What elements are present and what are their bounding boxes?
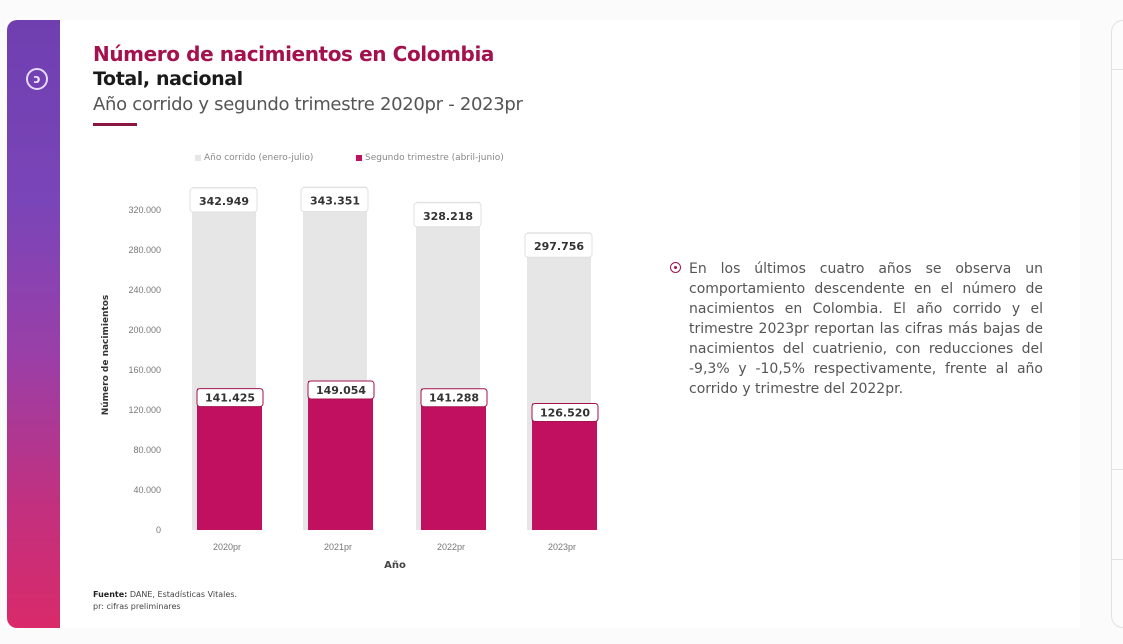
legend-item-ano-corrido: Año corrido (enero-julio) bbox=[195, 153, 313, 163]
data-label-segundo-trimestre: 126.520 bbox=[540, 406, 590, 419]
page-title: Número de nacimientos en Colombia bbox=[93, 42, 494, 66]
data-label-box bbox=[531, 402, 599, 422]
divider bbox=[1112, 559, 1123, 560]
x-tick-label: 2023pr bbox=[548, 542, 576, 552]
source-note: Fuente: DANE, Estadísticas Vitales. pr: … bbox=[93, 589, 237, 613]
y-tick-label: 40.000 bbox=[133, 485, 161, 495]
y-axis-label: Número de nacimientos bbox=[101, 295, 111, 416]
bar-segundo-trimestre bbox=[308, 380, 373, 530]
data-label-segundo-trimestre: 149.054 bbox=[316, 384, 366, 397]
x-tick-label: 2021pr bbox=[324, 542, 352, 552]
y-tick-label: 200.000 bbox=[128, 325, 161, 335]
page-subtitle-period: Año corrido y segundo trimestre 2020pr -… bbox=[93, 94, 523, 115]
data-label-segundo-trimestre: 141.288 bbox=[429, 392, 479, 405]
y-tick-label: 80.000 bbox=[133, 445, 161, 455]
bullet-icon bbox=[670, 262, 681, 273]
y-tick-label: 0 bbox=[156, 525, 161, 535]
x-tick-label: 2020pr bbox=[213, 542, 241, 552]
y-tick-label: 160.000 bbox=[128, 365, 161, 375]
data-label-box bbox=[196, 388, 264, 408]
y-tick-label: 320.000 bbox=[128, 205, 161, 215]
data-label-box bbox=[413, 202, 482, 228]
x-axis-label: Año bbox=[384, 560, 406, 571]
legend-item-segundo-trimestre: Segundo trimestre (abril-junio) bbox=[356, 153, 504, 163]
source-text: DANE, Estadísticas Vitales. bbox=[129, 590, 238, 599]
analysis-text: En los últimos cuatro años se observa un… bbox=[689, 261, 1043, 397]
data-label-box bbox=[300, 187, 369, 213]
source-label: Fuente: bbox=[93, 590, 128, 599]
divider bbox=[1112, 469, 1123, 470]
legend-swatch bbox=[195, 155, 201, 161]
slide-sidebar: ↄ bbox=[7, 20, 60, 628]
y-tick-label: 240.000 bbox=[128, 285, 161, 295]
legend-label: Año corrido (enero-julio) bbox=[204, 153, 314, 163]
bar-segundo-trimestre bbox=[421, 388, 486, 530]
data-label-ano-corrido: 328.218 bbox=[423, 210, 473, 223]
dane-logo-icon: ↄ bbox=[26, 68, 48, 90]
legend-label: Segundo trimestre (abril-junio) bbox=[365, 153, 504, 163]
y-tick-label: 280.000 bbox=[128, 245, 161, 255]
data-label-box bbox=[189, 187, 258, 213]
x-tick-label: 2022pr bbox=[437, 542, 465, 552]
title-underline bbox=[93, 123, 137, 126]
data-label-box bbox=[524, 232, 593, 258]
page-subtitle: Total, nacional bbox=[93, 68, 243, 90]
legend-swatch bbox=[356, 155, 362, 161]
data-label-box bbox=[420, 388, 488, 408]
y-tick-label: 120.000 bbox=[128, 405, 161, 415]
bar-segundo-trimestre bbox=[197, 388, 262, 530]
data-label-segundo-trimestre: 141.425 bbox=[205, 392, 255, 405]
data-label-ano-corrido: 297.756 bbox=[534, 240, 584, 253]
divider bbox=[1112, 69, 1123, 70]
data-label-box bbox=[307, 380, 375, 400]
preliminary-note: pr: cifras preliminares bbox=[93, 602, 181, 611]
data-label-ano-corrido: 343.351 bbox=[310, 195, 360, 208]
bar-segundo-trimestre bbox=[532, 403, 597, 530]
data-label-ano-corrido: 342.949 bbox=[199, 195, 249, 208]
